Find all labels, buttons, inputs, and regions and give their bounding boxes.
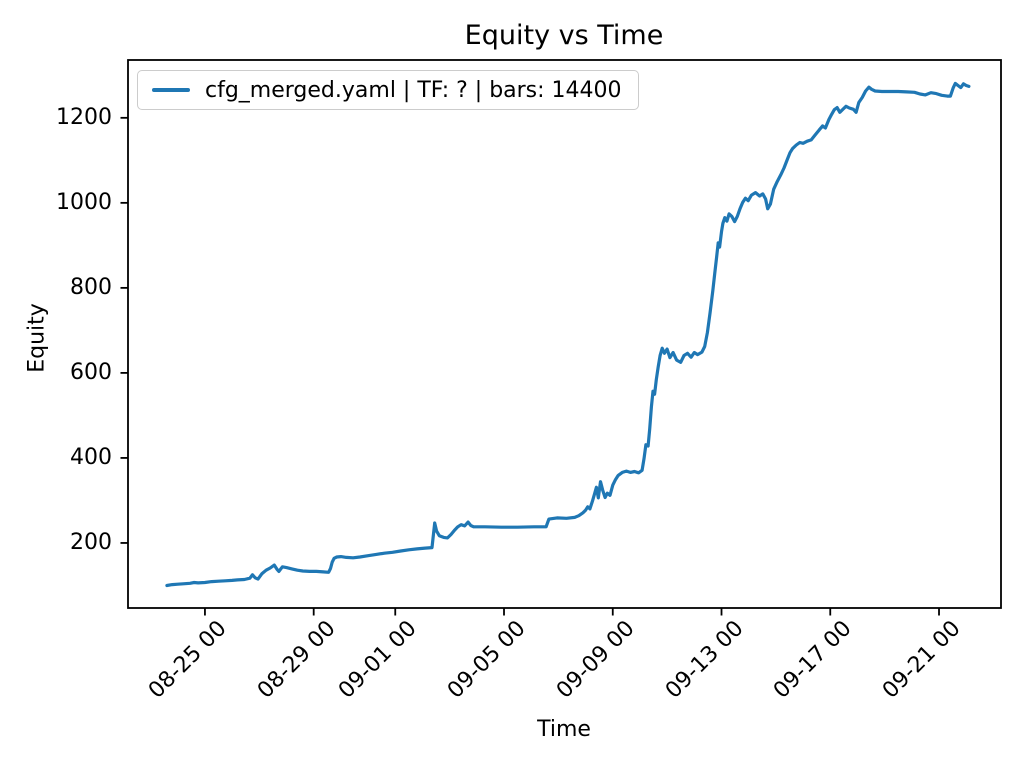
- y-tick-label: 1200: [56, 104, 112, 130]
- plot-border: [127, 59, 1002, 609]
- y-axis-label: Equity: [24, 303, 50, 373]
- legend: cfg_merged.yaml | TF: ? | bars: 14400: [137, 70, 639, 110]
- y-tick-label: 800: [70, 274, 112, 300]
- y-tick-label: 200: [70, 529, 112, 555]
- legend-line-swatch-icon: [152, 88, 190, 92]
- chart-title: Equity vs Time: [464, 20, 664, 51]
- y-tick-label: 400: [70, 444, 112, 470]
- y-tick-label: 600: [70, 359, 112, 385]
- x-axis-label: Time: [537, 717, 591, 742]
- equity-curve: [165, 81, 971, 588]
- y-tick-label: 1000: [56, 189, 112, 215]
- legend-label: cfg_merged.yaml | TF: ? | bars: 14400: [205, 77, 622, 103]
